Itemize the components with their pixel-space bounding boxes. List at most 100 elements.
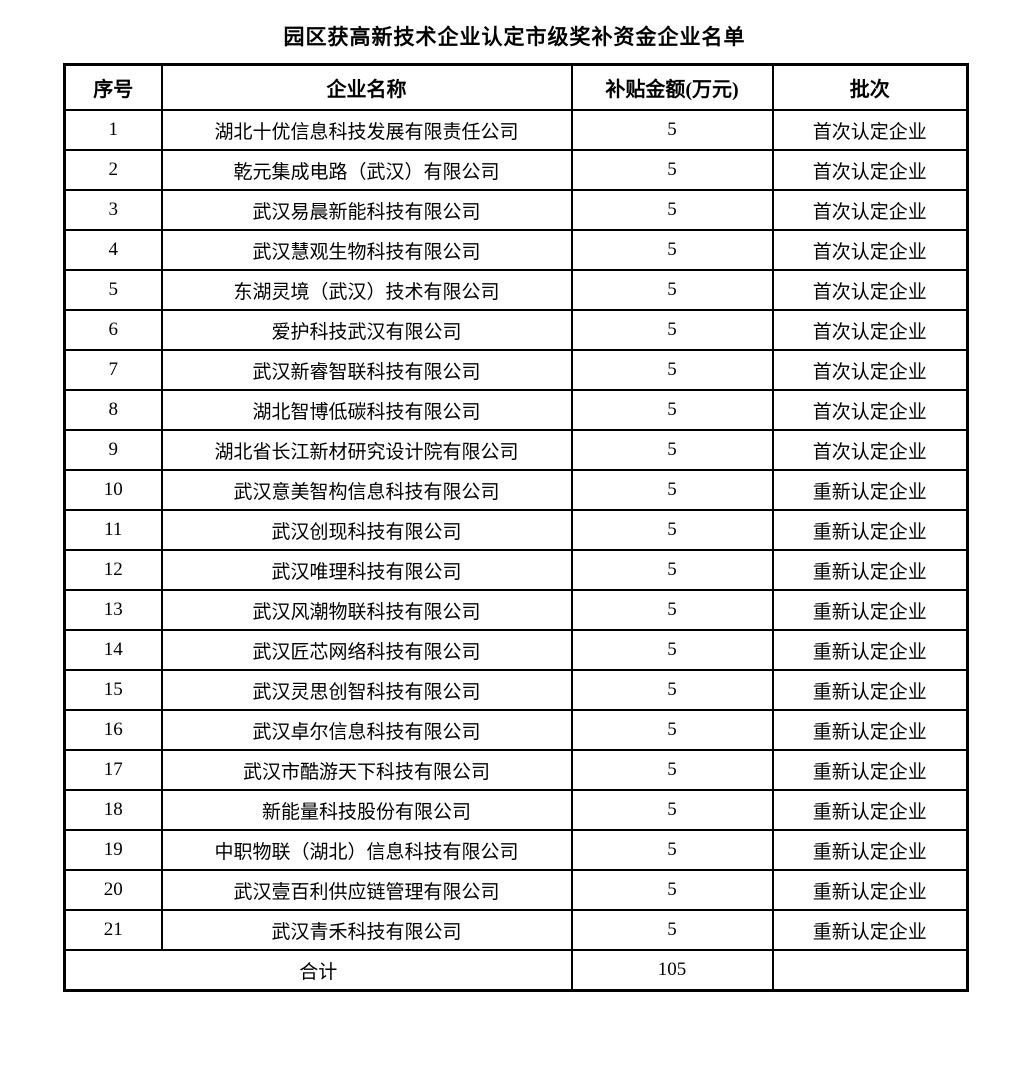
subsidy-amount: 5 <box>570 469 774 511</box>
row-no: 9 <box>63 429 163 471</box>
total-batch <box>771 949 969 992</box>
row-no: 21 <box>63 909 163 951</box>
batch: 重新认定企业 <box>771 869 969 911</box>
batch: 首次认定企业 <box>771 149 969 191</box>
subsidy-table: 序号 企业名称 补贴金额(万元) 批次 1 湖北十优信息科技发展有限责任公司 5 首次… <box>63 63 969 992</box>
table-total-row: 合计 105 <box>63 949 969 992</box>
subsidy-amount: 5 <box>570 869 774 911</box>
table-row: 2 乾元集成电路（武汉）有限公司 5 首次认定企业 <box>63 149 969 191</box>
table-row: 13 武汉风潮物联科技有限公司 5 重新认定企业 <box>63 589 969 631</box>
row-no: 6 <box>63 309 163 351</box>
batch: 重新认定企业 <box>771 829 969 871</box>
table-row: 18 新能量科技股份有限公司 5 重新认定企业 <box>63 789 969 831</box>
company-name: 武汉新睿智联科技有限公司 <box>160 349 573 391</box>
total-amount: 105 <box>570 949 774 992</box>
company-name: 武汉市酷游天下科技有限公司 <box>160 749 573 791</box>
table-row: 9 湖北省长江新材研究设计院有限公司 5 首次认定企业 <box>63 429 969 471</box>
table-row: 8 湖北智博低碳科技有限公司 5 首次认定企业 <box>63 389 969 431</box>
table-row: 4 武汉慧观生物科技有限公司 5 首次认定企业 <box>63 229 969 271</box>
company-name: 武汉壹百利供应链管理有限公司 <box>160 869 573 911</box>
company-name: 武汉慧观生物科技有限公司 <box>160 229 573 271</box>
subsidy-amount: 5 <box>570 229 774 271</box>
row-no: 18 <box>63 789 163 831</box>
subsidy-amount: 5 <box>570 389 774 431</box>
subsidy-amount: 5 <box>570 429 774 471</box>
batch: 重新认定企业 <box>771 629 969 671</box>
row-no: 19 <box>63 829 163 871</box>
company-name: 湖北智博低碳科技有限公司 <box>160 389 573 431</box>
table-row: 17 武汉市酷游天下科技有限公司 5 重新认定企业 <box>63 749 969 791</box>
header-batch: 批次 <box>771 63 969 111</box>
batch: 首次认定企业 <box>771 229 969 271</box>
batch: 重新认定企业 <box>771 709 969 751</box>
row-no: 13 <box>63 589 163 631</box>
batch: 重新认定企业 <box>771 589 969 631</box>
table-row: 21 武汉青禾科技有限公司 5 重新认定企业 <box>63 909 969 951</box>
batch: 首次认定企业 <box>771 389 969 431</box>
table-row: 12 武汉唯理科技有限公司 5 重新认定企业 <box>63 549 969 591</box>
batch: 首次认定企业 <box>771 109 969 151</box>
table-row: 14 武汉匠芯网络科技有限公司 5 重新认定企业 <box>63 629 969 671</box>
table-row: 1 湖北十优信息科技发展有限责任公司 5 首次认定企业 <box>63 109 969 151</box>
batch: 首次认定企业 <box>771 429 969 471</box>
subsidy-amount: 5 <box>570 189 774 231</box>
total-label: 合计 <box>63 949 573 992</box>
table-row: 20 武汉壹百利供应链管理有限公司 5 重新认定企业 <box>63 869 969 911</box>
company-name: 武汉意美智构信息科技有限公司 <box>160 469 573 511</box>
batch: 重新认定企业 <box>771 909 969 951</box>
batch: 重新认定企业 <box>771 469 969 511</box>
row-no: 16 <box>63 709 163 751</box>
table-row: 6 爱护科技武汉有限公司 5 首次认定企业 <box>63 309 969 351</box>
company-name: 武汉风潮物联科技有限公司 <box>160 589 573 631</box>
company-name: 中职物联（湖北）信息科技有限公司 <box>160 829 573 871</box>
subsidy-amount: 5 <box>570 589 774 631</box>
header-name: 企业名称 <box>160 63 573 111</box>
subsidy-amount: 5 <box>570 789 774 831</box>
table-body: 1 湖北十优信息科技发展有限责任公司 5 首次认定企业 2 乾元集成电路（武汉）有限公司 5… <box>63 109 969 951</box>
batch: 重新认定企业 <box>771 669 969 711</box>
subsidy-amount: 5 <box>570 629 774 671</box>
batch: 重新认定企业 <box>771 789 969 831</box>
row-no: 2 <box>63 149 163 191</box>
page-title: 园区获高新技术企业认定市级奖补资金企业名单 <box>283 25 746 49</box>
company-name: 武汉易晨新能科技有限公司 <box>160 189 573 231</box>
row-no: 11 <box>63 509 163 551</box>
row-no: 14 <box>63 629 163 671</box>
row-no: 1 <box>63 109 163 151</box>
row-no: 12 <box>63 549 163 591</box>
table-row: 5 东湖灵境（武汉）技术有限公司 5 首次认定企业 <box>63 269 969 311</box>
company-name: 武汉匠芯网络科技有限公司 <box>160 629 573 671</box>
subsidy-amount: 5 <box>570 909 774 951</box>
row-no: 5 <box>63 269 163 311</box>
subsidy-amount: 5 <box>570 669 774 711</box>
company-name: 湖北省长江新材研究设计院有限公司 <box>160 429 573 471</box>
row-no: 17 <box>63 749 163 791</box>
row-no: 15 <box>63 669 163 711</box>
subsidy-amount: 5 <box>570 829 774 871</box>
row-no: 3 <box>63 189 163 231</box>
company-name: 武汉灵思创智科技有限公司 <box>160 669 573 711</box>
table-row: 15 武汉灵思创智科技有限公司 5 重新认定企业 <box>63 669 969 711</box>
company-name: 东湖灵境（武汉）技术有限公司 <box>160 269 573 311</box>
row-no: 20 <box>63 869 163 911</box>
batch: 重新认定企业 <box>771 509 969 551</box>
table-row: 3 武汉易晨新能科技有限公司 5 首次认定企业 <box>63 189 969 231</box>
header-no: 序号 <box>63 63 163 111</box>
company-name: 武汉创现科技有限公司 <box>160 509 573 551</box>
company-name: 武汉青禾科技有限公司 <box>160 909 573 951</box>
subsidy-amount: 5 <box>570 509 774 551</box>
batch: 首次认定企业 <box>771 189 969 231</box>
company-name: 武汉卓尔信息科技有限公司 <box>160 709 573 751</box>
batch: 首次认定企业 <box>771 349 969 391</box>
table-row: 16 武汉卓尔信息科技有限公司 5 重新认定企业 <box>63 709 969 751</box>
subsidy-amount: 5 <box>570 109 774 151</box>
subsidy-amount: 5 <box>570 549 774 591</box>
header-amount: 补贴金额(万元) <box>570 63 774 111</box>
batch: 首次认定企业 <box>771 309 969 351</box>
table-header-row: 序号 企业名称 补贴金额(万元) 批次 <box>63 63 969 111</box>
batch: 重新认定企业 <box>771 749 969 791</box>
table-row: 11 武汉创现科技有限公司 5 重新认定企业 <box>63 509 969 551</box>
batch: 重新认定企业 <box>771 549 969 591</box>
batch: 首次认定企业 <box>771 269 969 311</box>
